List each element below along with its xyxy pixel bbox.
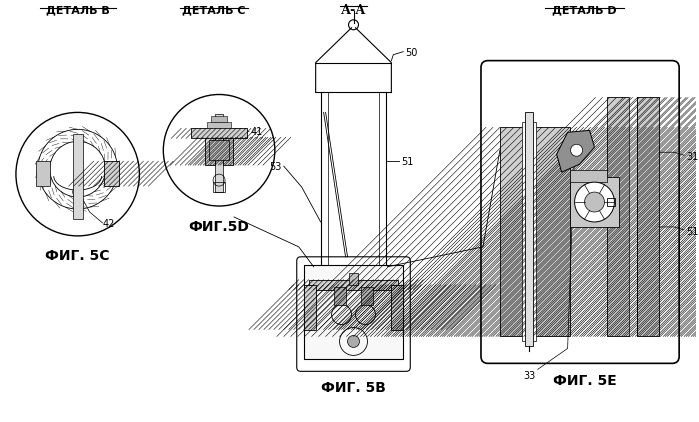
Bar bbox=[391, 285, 403, 330]
Circle shape bbox=[347, 335, 359, 347]
Bar bbox=[192, 128, 247, 138]
Text: ДЕТАЛЬ D: ДЕТАЛЬ D bbox=[552, 5, 617, 15]
Bar bbox=[213, 182, 225, 192]
Bar bbox=[570, 170, 607, 182]
Bar bbox=[211, 116, 227, 122]
Text: 41: 41 bbox=[251, 127, 264, 137]
Bar bbox=[36, 161, 50, 186]
Bar bbox=[209, 140, 229, 160]
Text: ФИГ. 5С: ФИГ. 5С bbox=[45, 249, 110, 263]
Text: 42: 42 bbox=[103, 219, 115, 229]
Bar bbox=[223, 137, 233, 165]
FancyBboxPatch shape bbox=[297, 257, 410, 371]
Bar bbox=[304, 265, 403, 360]
Bar bbox=[309, 280, 398, 289]
Bar bbox=[570, 177, 619, 227]
Bar bbox=[349, 273, 359, 285]
Bar bbox=[607, 198, 615, 206]
Bar bbox=[304, 285, 316, 330]
Text: 50: 50 bbox=[405, 48, 418, 58]
Text: ДЕТАЛЬ С: ДЕТАЛЬ С bbox=[182, 5, 246, 15]
Bar bbox=[607, 97, 629, 336]
Text: 33: 33 bbox=[524, 371, 536, 381]
Text: А-А: А-А bbox=[341, 4, 366, 17]
Text: 51: 51 bbox=[401, 157, 414, 167]
Bar bbox=[361, 287, 373, 305]
Text: 31: 31 bbox=[686, 152, 698, 162]
Bar bbox=[215, 114, 223, 192]
Circle shape bbox=[570, 144, 582, 156]
Text: ФИГ.5D: ФИГ.5D bbox=[189, 220, 250, 234]
Text: 51: 51 bbox=[686, 227, 698, 237]
Text: 53: 53 bbox=[269, 162, 282, 172]
Bar bbox=[522, 122, 535, 341]
Bar bbox=[629, 97, 637, 336]
Text: ФИГ. 5Е: ФИГ. 5Е bbox=[553, 374, 617, 388]
Circle shape bbox=[584, 192, 605, 212]
Polygon shape bbox=[556, 130, 595, 172]
Circle shape bbox=[575, 182, 614, 222]
Bar bbox=[333, 287, 345, 305]
Bar bbox=[207, 122, 231, 128]
Bar bbox=[500, 127, 570, 336]
Text: ДЕТАЛЬ В: ДЕТАЛЬ В bbox=[46, 5, 110, 15]
Bar bbox=[73, 134, 82, 219]
Bar bbox=[637, 97, 659, 336]
Text: ФИГ. 5В: ФИГ. 5В bbox=[321, 381, 386, 395]
Bar bbox=[525, 112, 533, 346]
Bar bbox=[205, 137, 215, 165]
Bar bbox=[103, 161, 120, 186]
